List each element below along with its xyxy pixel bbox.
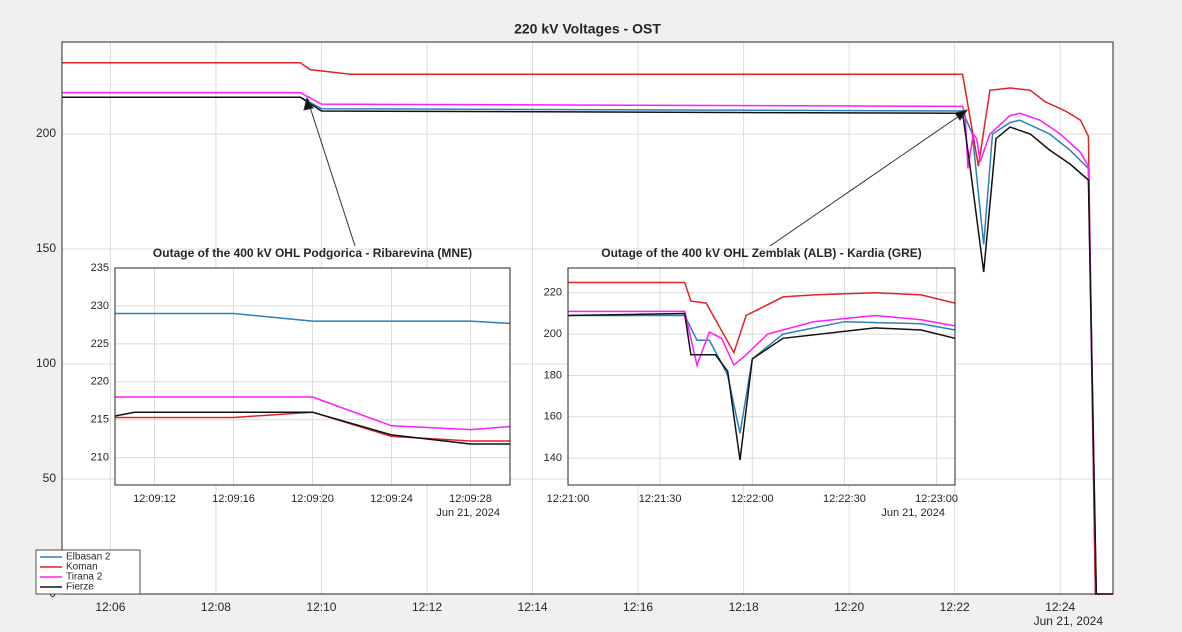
x-date-label: Jun 21, 2024 xyxy=(881,507,945,519)
y-tick-label: 100 xyxy=(36,356,56,370)
y-tick-label: 230 xyxy=(91,300,109,312)
y-tick-label: 160 xyxy=(544,411,562,423)
arrowhead xyxy=(303,96,314,111)
y-tick-label: 150 xyxy=(36,241,56,255)
legend-label: Fierze xyxy=(66,582,94,593)
y-tick-label: 210 xyxy=(91,452,109,464)
series-line xyxy=(62,91,1113,595)
legend-label: Elbasan 2 xyxy=(66,552,111,563)
legend-label: Koman xyxy=(66,562,98,573)
series-line xyxy=(115,312,511,325)
series-line xyxy=(568,281,956,355)
x-tick-label: 12:09:28 xyxy=(449,493,492,505)
series-line xyxy=(62,96,1113,595)
series-line xyxy=(114,411,510,445)
x-tick-label: 12:10 xyxy=(306,600,336,614)
y-tick-label: 200 xyxy=(36,126,56,140)
series-line xyxy=(568,314,956,434)
x-tick-label: 12:16 xyxy=(623,600,653,614)
series-line xyxy=(62,61,1113,595)
x-tick-label: 12:24 xyxy=(1045,600,1075,614)
x-tick-label: 12:09:16 xyxy=(212,493,255,505)
arrows xyxy=(303,96,969,247)
series-line xyxy=(568,310,956,368)
x-tick-label: 12:18 xyxy=(729,600,759,614)
y-tick-label: 50 xyxy=(43,471,57,485)
plot-frame xyxy=(567,267,956,486)
chart-title: 220 kV Voltages - OST xyxy=(514,21,661,37)
plot-frame xyxy=(61,41,1114,595)
x-date-label: Jun 21, 2024 xyxy=(1034,614,1104,628)
x-tick-label: 12:23:00 xyxy=(915,493,958,505)
y-tick-label: 220 xyxy=(91,376,109,388)
x-tick-label: 12:09:24 xyxy=(370,493,413,505)
plots: 05010015020012:0612:0812:1012:1212:1412:… xyxy=(35,21,1114,628)
y-tick-label: 180 xyxy=(544,369,562,381)
x-tick-label: 12:21:30 xyxy=(639,493,682,505)
plot-area xyxy=(568,268,955,485)
series-line xyxy=(567,312,956,461)
y-tick-label: 200 xyxy=(544,328,562,340)
series-line xyxy=(62,96,1113,595)
x-tick-label: 12:08 xyxy=(201,600,231,614)
arrow xyxy=(308,103,356,247)
x-tick-label: 12:20 xyxy=(834,600,864,614)
legend-label: Tirana 2 xyxy=(66,572,103,583)
x-tick-label: 12:09:20 xyxy=(291,493,334,505)
series-line xyxy=(115,396,511,431)
x-date-label: Jun 21, 2024 xyxy=(436,507,500,519)
x-tick-label: 12:06 xyxy=(95,600,125,614)
y-tick-label: 220 xyxy=(544,287,562,299)
y-tick-label: 140 xyxy=(544,452,562,464)
chart-title: Outage of the 400 kV OHL Zemblak (ALB) -… xyxy=(601,246,922,260)
y-tick-label: 215 xyxy=(91,414,109,426)
arrowhead xyxy=(954,109,969,121)
arrow xyxy=(769,113,963,247)
x-tick-label: 12:14 xyxy=(518,600,548,614)
x-tick-label: 12:22:00 xyxy=(731,493,774,505)
x-tick-label: 12:22:30 xyxy=(823,493,866,505)
x-tick-label: 12:21:00 xyxy=(547,493,590,505)
x-tick-label: 12:09:12 xyxy=(133,493,176,505)
plot-frame xyxy=(114,267,511,486)
x-tick-label: 12:12 xyxy=(412,600,442,614)
y-tick-label: 225 xyxy=(91,338,109,350)
y-tick-label: 235 xyxy=(91,262,109,274)
x-tick-label: 12:22 xyxy=(940,600,970,614)
chart-title: Outage of the 400 kV OHL Podgorica - Rib… xyxy=(153,246,472,260)
